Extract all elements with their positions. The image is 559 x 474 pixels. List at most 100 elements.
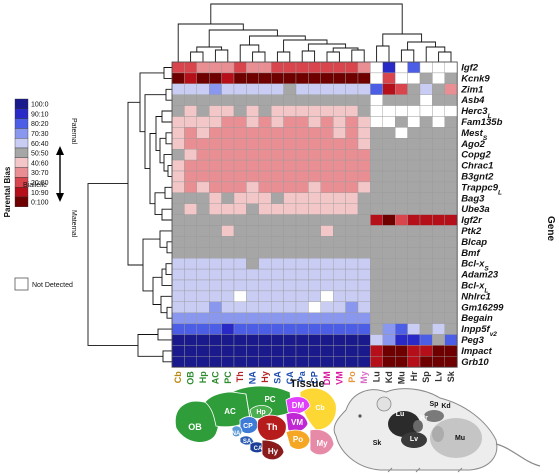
heatmap-cell: [196, 236, 210, 248]
heatmap-cell: [444, 72, 458, 85]
heatmap-cell: [171, 148, 185, 161]
heatmap-cell: [419, 105, 433, 117]
heatmap-cell: [208, 225, 222, 237]
heatmap-cell: [283, 192, 297, 204]
tissue-dendrogram-branch: [301, 50, 316, 62]
heatmap-cell: [382, 334, 396, 346]
heatmap-cell: [419, 356, 433, 368]
gene-dendrogram-branch: [157, 328, 172, 341]
heatmap-cell: [357, 203, 371, 215]
gene-dendrogram-branch: [144, 94, 166, 170]
heatmap-cell: [184, 312, 197, 324]
heatmap-cell: [308, 301, 321, 313]
heatmap-cell: [184, 61, 197, 74]
heatmap-cell: [432, 61, 445, 74]
gene-dendrogram-branch: [161, 110, 172, 123]
heatmap-cell: [233, 94, 247, 106]
heatmap-cell: [308, 214, 321, 226]
heatmap-cell: [320, 214, 334, 226]
gene-dendrogram-branch: [142, 238, 160, 292]
heatmap-cell: [382, 94, 396, 106]
tissue-label: My: [359, 371, 369, 384]
heatmap-border: [171, 61, 458, 368]
heatmap-cell: [258, 225, 272, 237]
heatmap-cell: [295, 290, 309, 302]
heatmap-cell: [357, 268, 371, 281]
heatmap-cell: [196, 258, 210, 270]
heatmap-cell: [345, 268, 359, 281]
heatmap-cell: [221, 345, 235, 357]
gene-label: Inpp5fv2: [461, 324, 497, 338]
y-axis-title: Gene: [545, 216, 556, 241]
heatmap-cell: [320, 127, 334, 139]
tissue-label: DM: [322, 371, 332, 385]
heatmap-cell: [233, 268, 247, 281]
heatmap-cell: [320, 159, 334, 172]
heatmap-cell: [345, 116, 359, 128]
heatmap-cell: [295, 214, 309, 226]
heatmap-cell: [407, 258, 421, 270]
heatmap-cell: [370, 138, 383, 150]
heatmap-cell: [233, 203, 247, 215]
heatmap-cell: [258, 334, 272, 346]
tissue-dendrogram: [177, 3, 452, 62]
heatmap-cell: [395, 159, 408, 172]
tissue-dendrogram-branch: [351, 49, 365, 62]
heatmap-cell: [333, 94, 346, 106]
brain-region-cb: [299, 387, 337, 431]
heatmap-cell: [295, 323, 309, 335]
heatmap-cell: [357, 334, 371, 346]
heatmap-cell: [357, 138, 371, 150]
heatmap-cell: [184, 323, 197, 335]
heatmap-cell: [221, 301, 235, 313]
heatmap-cell: [382, 72, 396, 85]
heatmap-cell: [345, 148, 359, 161]
legend-paternal-label: Paternal: [70, 118, 77, 145]
heatmap-cell: [395, 94, 408, 106]
heatmap-cell: [333, 138, 346, 150]
heatmap-cell: [208, 258, 222, 270]
heatmap-cell: [283, 72, 297, 85]
heatmap-cell: [208, 279, 222, 292]
tissue-label: CP: [310, 371, 320, 384]
heatmap-cell: [407, 192, 421, 204]
heatmap-cell: [184, 290, 197, 302]
heatmap-cell: [221, 61, 235, 74]
brain-region-label: Hy: [268, 447, 279, 456]
heatmap-cell: [208, 138, 222, 150]
heatmap-cell: [333, 279, 346, 292]
heatmap-cell: [246, 203, 259, 215]
tissue-dendrogram-branch: [210, 3, 403, 34]
heatmap-cell: [295, 279, 309, 292]
heatmap-cell: [171, 192, 185, 204]
heatmap-cell: [382, 192, 396, 204]
heatmap-cell: [432, 247, 445, 259]
tissue-dendrogram-branch: [190, 51, 204, 62]
legend-bin-label: 40:60: [31, 160, 49, 167]
heatmap-cell: [184, 345, 197, 357]
heatmap-cell: [382, 148, 396, 161]
tissue-label: Hp: [198, 371, 208, 383]
heatmap-cell: [283, 203, 297, 215]
gene-dendrogram-branch: [159, 137, 166, 164]
heatmap-cell: [345, 170, 359, 183]
heatmap-cell: [320, 203, 334, 215]
heatmap-cell: [382, 127, 396, 139]
heatmap-cell: [444, 83, 458, 95]
heatmap-cell: [419, 203, 433, 215]
heatmap-cell: [295, 258, 309, 270]
heatmap-cell: [444, 214, 458, 226]
heatmap-cell: [444, 323, 458, 335]
heatmap-cell: [419, 192, 433, 204]
heatmap-cell: [208, 312, 222, 324]
heatmap-cell: [370, 94, 383, 106]
heatmap-cell: [246, 72, 259, 85]
legend-swatch: [14, 108, 29, 119]
heatmap-cell: [320, 258, 334, 270]
heatmap-cell: [196, 72, 210, 85]
tissue-label: SA: [272, 371, 282, 384]
heatmap-cell: [320, 345, 334, 357]
heatmap-cell: [171, 290, 185, 302]
tissue-label: Pa: [297, 370, 307, 382]
heatmap-cell: [345, 290, 359, 302]
